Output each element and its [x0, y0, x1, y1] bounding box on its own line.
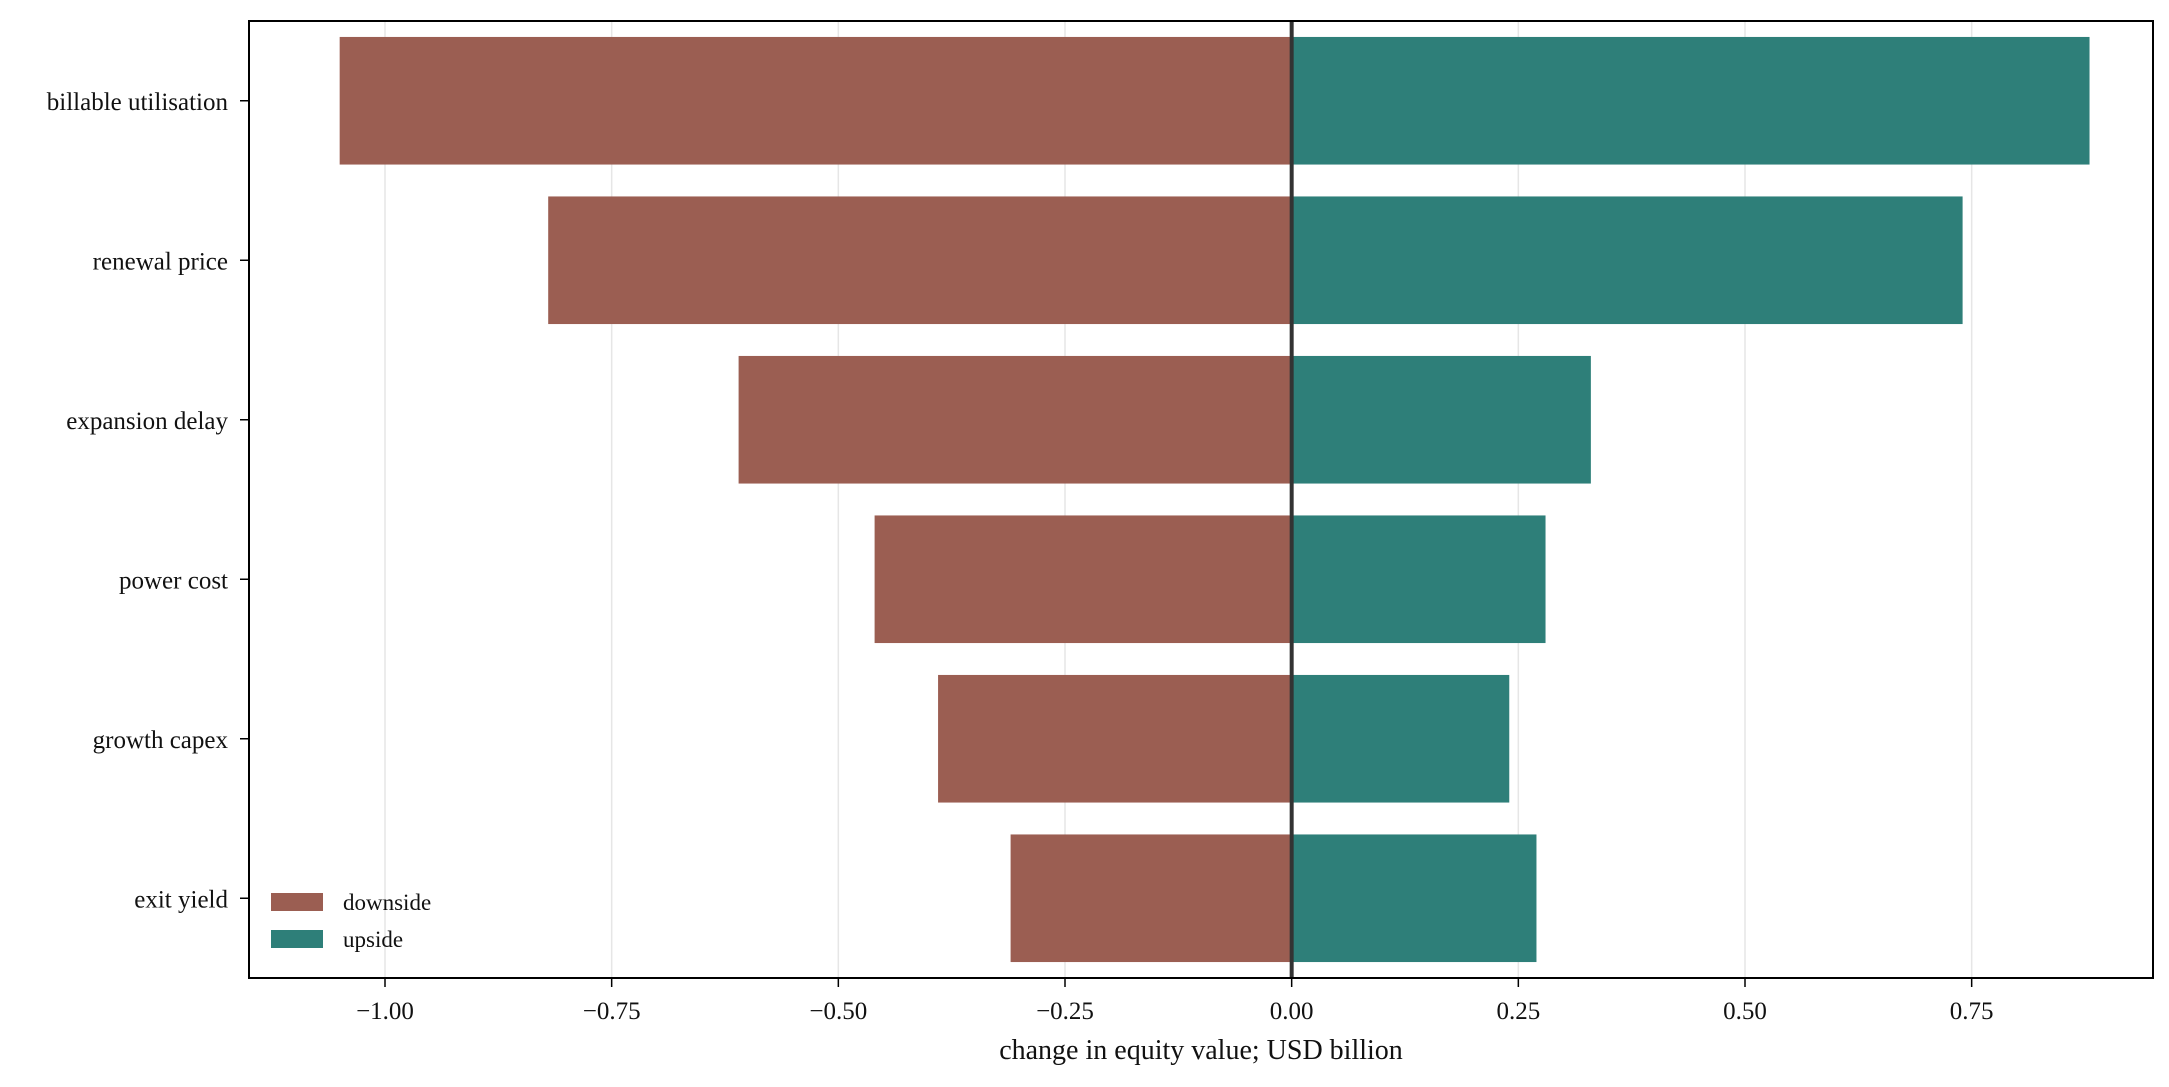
category-label: growth capex — [93, 727, 229, 754]
legend-label-upside: upside — [343, 927, 403, 952]
downside-bar — [1010, 834, 1292, 963]
legend-swatch-upside — [271, 930, 323, 948]
bars — [339, 36, 2090, 963]
x-tick-label: −0.50 — [809, 998, 867, 1025]
downside-bar — [738, 355, 1292, 484]
downside-bar — [938, 674, 1292, 803]
upside-bar — [1291, 196, 1963, 325]
x-tick-label: 0.00 — [1270, 998, 1314, 1025]
x-tick-label: 0.50 — [1723, 998, 1767, 1025]
x-tick-label: −1.00 — [356, 998, 414, 1025]
plot-frame — [248, 20, 2154, 979]
upside-bar — [1291, 834, 1537, 963]
downside-bar — [548, 196, 1292, 325]
x-axis-ticks: −1.00 −0.75 −0.50 −0.25 0.00 0.25 0.50 0.75 — [356, 978, 1994, 1025]
upside-bar — [1291, 355, 1591, 484]
upside-bar — [1291, 36, 2090, 165]
y-axis-ticks: billable utilisation renewal price expansi… — [47, 89, 249, 913]
upside-bar — [1291, 674, 1510, 803]
downside-bar — [339, 36, 1292, 165]
x-tick-label: −0.75 — [583, 998, 641, 1025]
legend-label-downside: downside — [343, 890, 431, 915]
x-tick-label: 0.25 — [1496, 998, 1540, 1025]
legend-swatch-downside — [271, 893, 323, 911]
category-label: exit yield — [134, 886, 228, 913]
x-tick-label: −0.25 — [1036, 998, 1094, 1025]
x-tick-label: 0.75 — [1950, 998, 1994, 1025]
gridlines — [384, 21, 1973, 978]
upside-bar — [1291, 515, 1546, 644]
category-label: power cost — [119, 567, 228, 594]
category-label: billable utilisation — [47, 89, 229, 116]
legend: downside upside — [271, 890, 431, 952]
x-axis-label: change in equity value; USD billion — [999, 1035, 1403, 1066]
category-label: expansion delay — [66, 408, 228, 435]
downside-bar — [874, 515, 1292, 644]
category-label: renewal price — [93, 248, 228, 275]
